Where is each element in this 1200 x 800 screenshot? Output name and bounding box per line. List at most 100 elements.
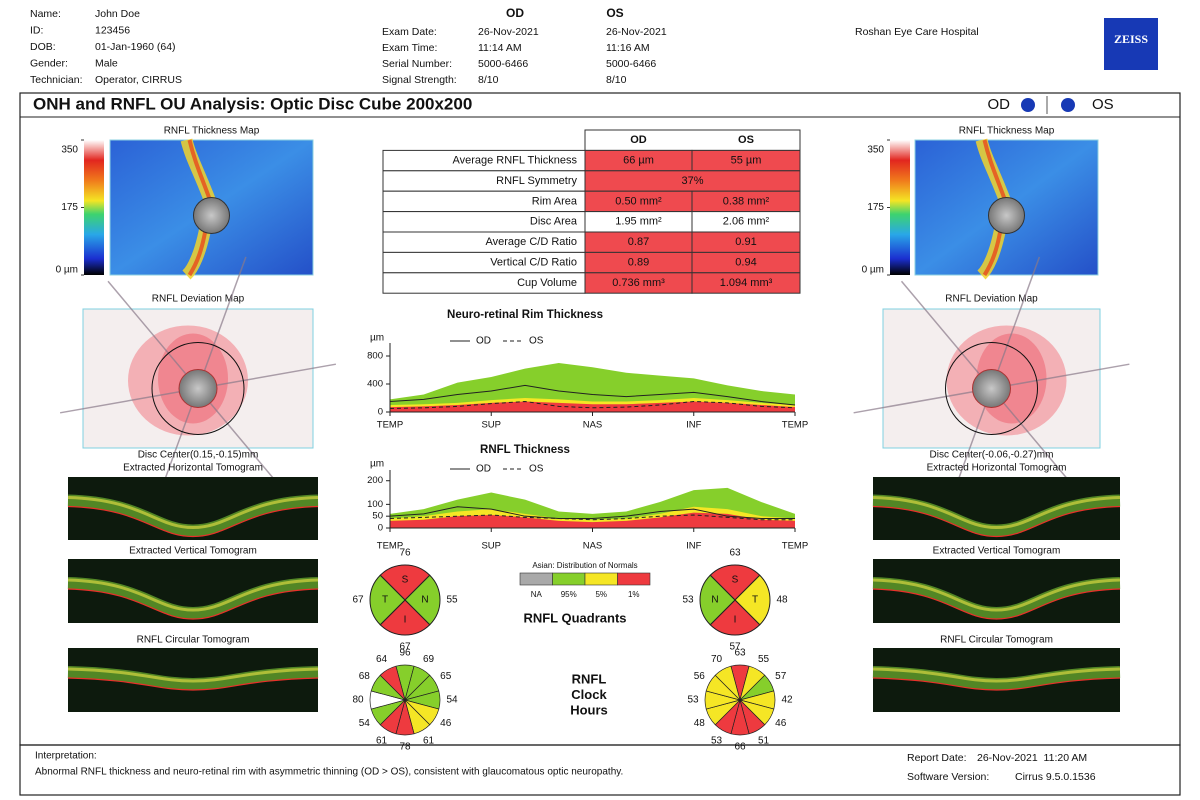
clock-hour [379,665,406,702]
distribution-swatch [584,572,618,586]
series-line [389,506,795,520]
tomogram-title: Extracted Horizontal Tomogram [123,463,263,474]
optic-disc [178,369,218,408]
retina-layer [67,577,319,620]
vessel [197,363,337,390]
footer-frame [19,744,1181,796]
chart-title: Neuro-retinal Rim Thickness [447,309,603,321]
x-tick-label: TEMP [377,541,403,552]
map-title: RNFL Thickness Map [959,126,1055,137]
clock-value: 63 [734,648,746,659]
table-value: 0.94 [735,257,756,269]
clock-value: 54 [446,695,458,706]
retina-layer-bright [872,667,1121,683]
exam-value: 26-Nov-2021 [478,26,539,38]
x-tick-label: TEMP [782,420,808,431]
x-tick-label: TEMP [782,541,808,552]
patient-label: Gender: [30,57,68,69]
legend-os: OS [1092,96,1114,113]
table-value: 0.91 [735,236,756,248]
exam-column: OD [506,6,524,20]
quadrant-letter: N [711,595,718,606]
optic-disc [988,197,1025,234]
scale-label: 175 [867,202,884,213]
clock-value: 70 [711,654,723,665]
normal-band [390,401,795,412]
exam-column: OS [606,6,623,20]
retina-layer [872,494,1121,537]
vessel [853,387,992,414]
legend-label: OS [529,464,544,475]
report-title: ONH and RNFL OU Analysis: Optic Disc Cub… [33,94,472,113]
clock-value: 68 [359,671,371,682]
y-tick-label: 400 [367,379,383,390]
exam-value: 8/10 [478,74,499,86]
tomogram-title: RNFL Circular Tomogram [940,635,1053,646]
x-tick-label: INF [686,420,702,431]
hospital: Roshan Eye Care Hospital [855,26,979,38]
retina-layer-bright [872,578,1121,612]
clock-value: 61 [376,735,388,746]
deviation-title: RNFL Deviation Map [152,294,245,305]
y-tick-label: 50 [372,511,383,522]
table-cell [691,272,801,294]
quadrant-value: 48 [776,595,788,606]
distribution-label: 1% [628,590,640,599]
retina-layer-bright [67,496,319,530]
quadrant-value: 67 [352,595,364,606]
distribution-swatch [552,572,586,586]
y-axis-label: µm [370,333,384,344]
y-tick-label: 0 [378,407,383,418]
x-tick-label: NAS [583,541,603,552]
clock-value: 61 [423,735,435,746]
x-tick-label: SUP [481,420,501,431]
y-tick-label: 800 [367,351,383,362]
quadrant-letter: I [734,615,737,626]
quadrant-value: 63 [729,548,741,559]
table-value: 1.95 mm² [615,216,662,228]
exam-value: 5000-6466 [478,58,528,70]
clock-value: 66 [734,742,746,753]
patient-value: Male [95,57,118,69]
clock-value: 96 [399,648,411,659]
y-tick-label: 0 [378,523,383,534]
quadrant-value: 67 [399,642,411,653]
y-axis-label: µm [370,459,384,470]
scale-label: 350 [867,145,884,156]
patient-label: DOB: [30,41,56,53]
retina-layer [872,577,1121,620]
clock-value: 57 [775,671,787,682]
table-value: 0.736 mm³ [612,277,665,289]
quadrant-letter: S [402,575,409,586]
clock-value: 80 [352,695,364,706]
patient-value: Operator, CIRRUS [95,74,182,86]
quadrant-value: 53 [682,595,694,606]
table-value: 0.87 [628,236,649,248]
map-title: RNFL Thickness Map [164,126,260,137]
table-label: Average RNFL Thickness [452,155,577,167]
exam-label: Exam Time: [382,42,437,54]
interpretation: Abnormal RNFL thickness and neuro-retina… [35,767,623,778]
segmentation-line [67,677,319,691]
clock-value: 78 [399,742,411,753]
y-tick-label: 200 [367,475,383,486]
clock-value: 53 [711,735,723,746]
quadrant-value: 55 [446,595,458,606]
distribution-label: 5% [595,590,607,599]
table-value: 0.50 mm² [615,195,662,207]
tomogram-title: Extracted Vertical Tomogram [933,546,1061,557]
retina-layer-bright [67,667,319,683]
series-line [389,384,796,406]
table-value: 37% [681,175,703,187]
segmentation-line [67,505,319,538]
color-scale [84,140,104,275]
patient-value: 01-Jan-1960 (64) [95,41,176,53]
x-tick-label: SUP [481,541,501,552]
quadrant [369,574,406,626]
vessel [900,280,993,389]
retina-layer [67,666,319,691]
series-line [389,514,795,521]
patient-label: ID: [30,24,43,36]
normal-band [390,512,795,528]
patient-label: Name: [30,8,61,20]
